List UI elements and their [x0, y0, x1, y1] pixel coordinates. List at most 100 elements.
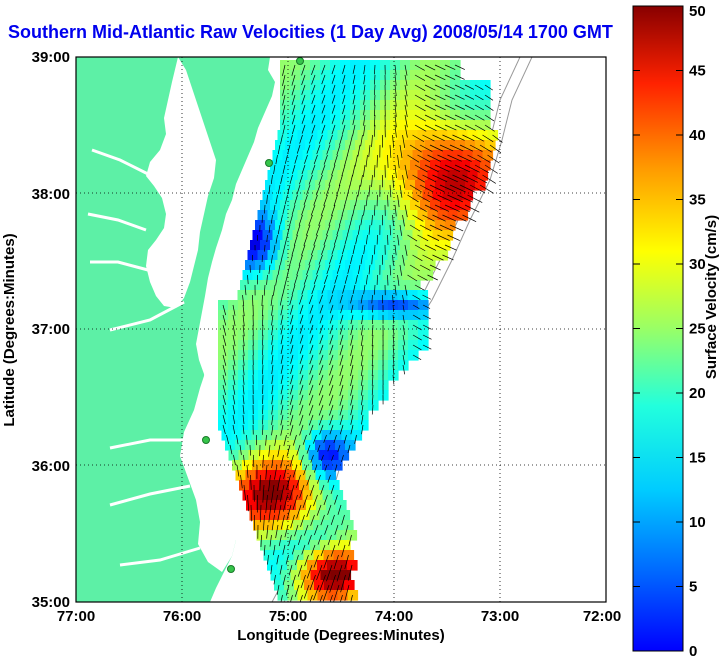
velocity-arrow — [397, 194, 400, 208]
velocity-arrow — [492, 134, 503, 143]
velocity-cell — [320, 280, 331, 291]
velocity-cell — [325, 180, 336, 191]
colorbar-tick-label: 40 — [689, 127, 706, 144]
velocity-arrow — [271, 344, 274, 355]
velocity-arrow — [301, 204, 306, 216]
velocity-arrow — [484, 164, 498, 174]
velocity-cell — [307, 130, 319, 141]
velocity-arrow — [293, 234, 298, 246]
velocity-arrow — [336, 144, 341, 156]
velocity-arrow — [444, 114, 456, 121]
velocity-arrow — [290, 594, 293, 602]
velocity-arrow — [412, 174, 425, 183]
velocity-arrow — [286, 444, 291, 457]
velocity-cell — [305, 180, 316, 191]
velocity-arrow — [289, 214, 293, 226]
velocity-arrow — [282, 94, 286, 106]
velocity-arrow — [338, 174, 343, 187]
velocity-arrow — [296, 504, 302, 519]
velocity-arrow — [329, 354, 334, 366]
velocity-arrow — [291, 64, 296, 76]
velocity-cell — [278, 370, 289, 381]
velocity-cell — [347, 590, 359, 601]
velocity-arrow — [357, 144, 361, 157]
velocity-cell — [330, 570, 342, 581]
chesapeake-bay — [146, 57, 216, 308]
velocity-cell — [310, 200, 321, 211]
velocity-cell — [350, 280, 361, 291]
velocity-arrow — [474, 164, 489, 174]
velocity-arrow — [374, 84, 376, 96]
velocity-arrow — [449, 184, 466, 193]
velocity-cell — [298, 420, 309, 431]
velocity-arrow — [414, 64, 425, 71]
velocity-arrow — [392, 294, 394, 304]
velocity-arrow — [352, 74, 356, 84]
velocity-cell — [276, 530, 288, 541]
velocity-cell — [338, 390, 349, 401]
velocity-cell — [308, 420, 319, 431]
velocity-arrow — [402, 324, 406, 336]
velocity-cell — [350, 110, 361, 121]
velocity-cell — [288, 350, 299, 361]
velocity-arrow — [291, 124, 296, 135]
velocity-arrow — [313, 234, 318, 246]
velocity-cell — [338, 350, 349, 361]
velocity-arrow — [479, 144, 492, 153]
velocity-cell — [329, 510, 341, 521]
velocity-arrow — [454, 124, 467, 131]
velocity-arrow — [321, 74, 326, 85]
velocity-arrow — [274, 434, 277, 447]
velocity-arrow — [318, 394, 324, 406]
velocity-arrow — [262, 334, 264, 346]
velocity-cell — [277, 590, 289, 601]
velocity-arrow — [246, 434, 248, 445]
velocity-arrow — [394, 164, 397, 179]
velocity-cell — [274, 580, 285, 591]
velocity-arrow — [346, 144, 351, 156]
velocity-arrow — [268, 184, 271, 194]
velocity-cell — [310, 540, 321, 551]
velocity-cell — [347, 290, 359, 301]
velocity-arrow — [394, 94, 397, 107]
velocity-arrow — [290, 314, 294, 325]
velocity-arrow — [412, 354, 422, 361]
velocity-arrow — [280, 344, 284, 355]
velocity-arrow — [317, 474, 321, 484]
velocity-arrow — [404, 94, 408, 107]
velocity-arrow — [454, 104, 465, 110]
velocity-arrow — [296, 144, 301, 154]
velocity-arrow — [301, 104, 306, 115]
velocity-cell — [351, 430, 363, 441]
velocity-cell — [305, 470, 317, 481]
velocity-cell — [320, 120, 331, 131]
velocity-arrow — [323, 494, 328, 506]
velocity-arrow — [301, 114, 306, 124]
velocity-arrow — [340, 304, 344, 314]
velocity-arrow — [427, 234, 440, 241]
velocity-cell — [330, 60, 341, 71]
velocity-cell — [335, 180, 346, 191]
velocity-arrow — [442, 254, 454, 261]
velocity-arrow — [309, 574, 316, 591]
velocity-arrow — [311, 124, 316, 134]
velocity-cell — [310, 160, 321, 171]
velocity-arrow — [246, 464, 249, 478]
velocity-arrow — [292, 464, 298, 478]
velocity-cell — [310, 70, 321, 81]
velocity-cell — [340, 280, 351, 291]
velocity-arrow — [291, 104, 296, 115]
velocity-arrow — [311, 164, 316, 175]
velocity-cell — [288, 330, 299, 341]
station-marker — [202, 436, 210, 444]
velocity-arrow — [341, 114, 346, 125]
velocity-cell — [327, 170, 339, 181]
velocity-arrow — [363, 244, 366, 255]
velocity-cell — [292, 490, 304, 501]
velocity-cell — [340, 70, 351, 81]
velocity-arrow — [323, 194, 328, 206]
velocity-cell — [282, 270, 294, 281]
velocity-cell — [307, 560, 318, 571]
velocity-arrow — [273, 244, 276, 254]
velocity-arrow — [444, 104, 456, 110]
